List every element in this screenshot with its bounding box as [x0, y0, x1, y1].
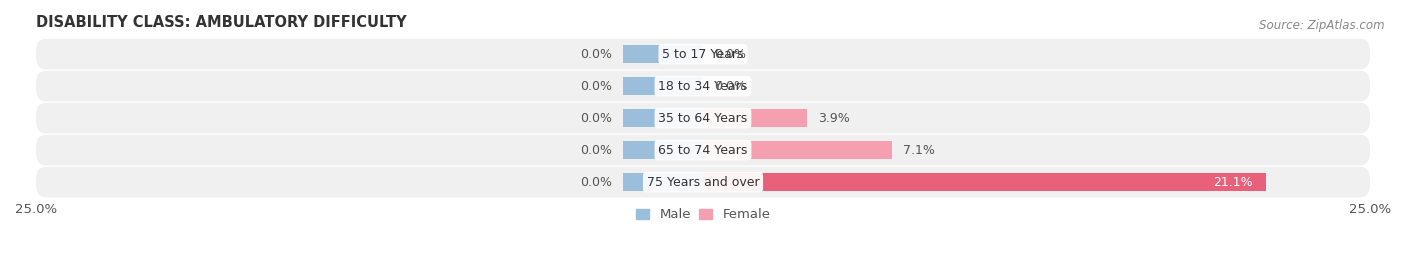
Bar [703, 173, 1265, 191]
Text: 5 to 17 Years: 5 to 17 Years [662, 48, 744, 61]
Bar [623, 77, 703, 95]
Text: 3.9%: 3.9% [818, 111, 849, 125]
Text: 65 to 74 Years: 65 to 74 Years [658, 144, 748, 157]
Text: DISABILITY CLASS: AMBULATORY DIFFICULTY: DISABILITY CLASS: AMBULATORY DIFFICULTY [37, 15, 406, 30]
Bar [623, 109, 703, 127]
Text: 7.1%: 7.1% [903, 144, 935, 157]
Text: 0.0%: 0.0% [581, 111, 612, 125]
Text: 75 Years and over: 75 Years and over [647, 176, 759, 189]
Bar [623, 45, 703, 64]
Text: 0.0%: 0.0% [581, 176, 612, 189]
Text: 0.0%: 0.0% [581, 48, 612, 61]
Bar [703, 109, 807, 127]
Bar [623, 173, 703, 191]
Text: 18 to 34 Years: 18 to 34 Years [658, 80, 748, 93]
Text: 0.0%: 0.0% [714, 80, 745, 93]
Text: 21.1%: 21.1% [1213, 176, 1253, 189]
FancyBboxPatch shape [37, 135, 1369, 165]
Text: Source: ZipAtlas.com: Source: ZipAtlas.com [1260, 19, 1385, 32]
Text: 35 to 64 Years: 35 to 64 Years [658, 111, 748, 125]
FancyBboxPatch shape [37, 39, 1369, 69]
Text: 0.0%: 0.0% [714, 48, 745, 61]
FancyBboxPatch shape [37, 167, 1369, 198]
FancyBboxPatch shape [37, 71, 1369, 102]
Text: 0.0%: 0.0% [581, 144, 612, 157]
Bar [623, 141, 703, 159]
Bar [703, 141, 893, 159]
Legend: Male, Female: Male, Female [630, 203, 776, 227]
FancyBboxPatch shape [37, 103, 1369, 133]
Text: 0.0%: 0.0% [581, 80, 612, 93]
